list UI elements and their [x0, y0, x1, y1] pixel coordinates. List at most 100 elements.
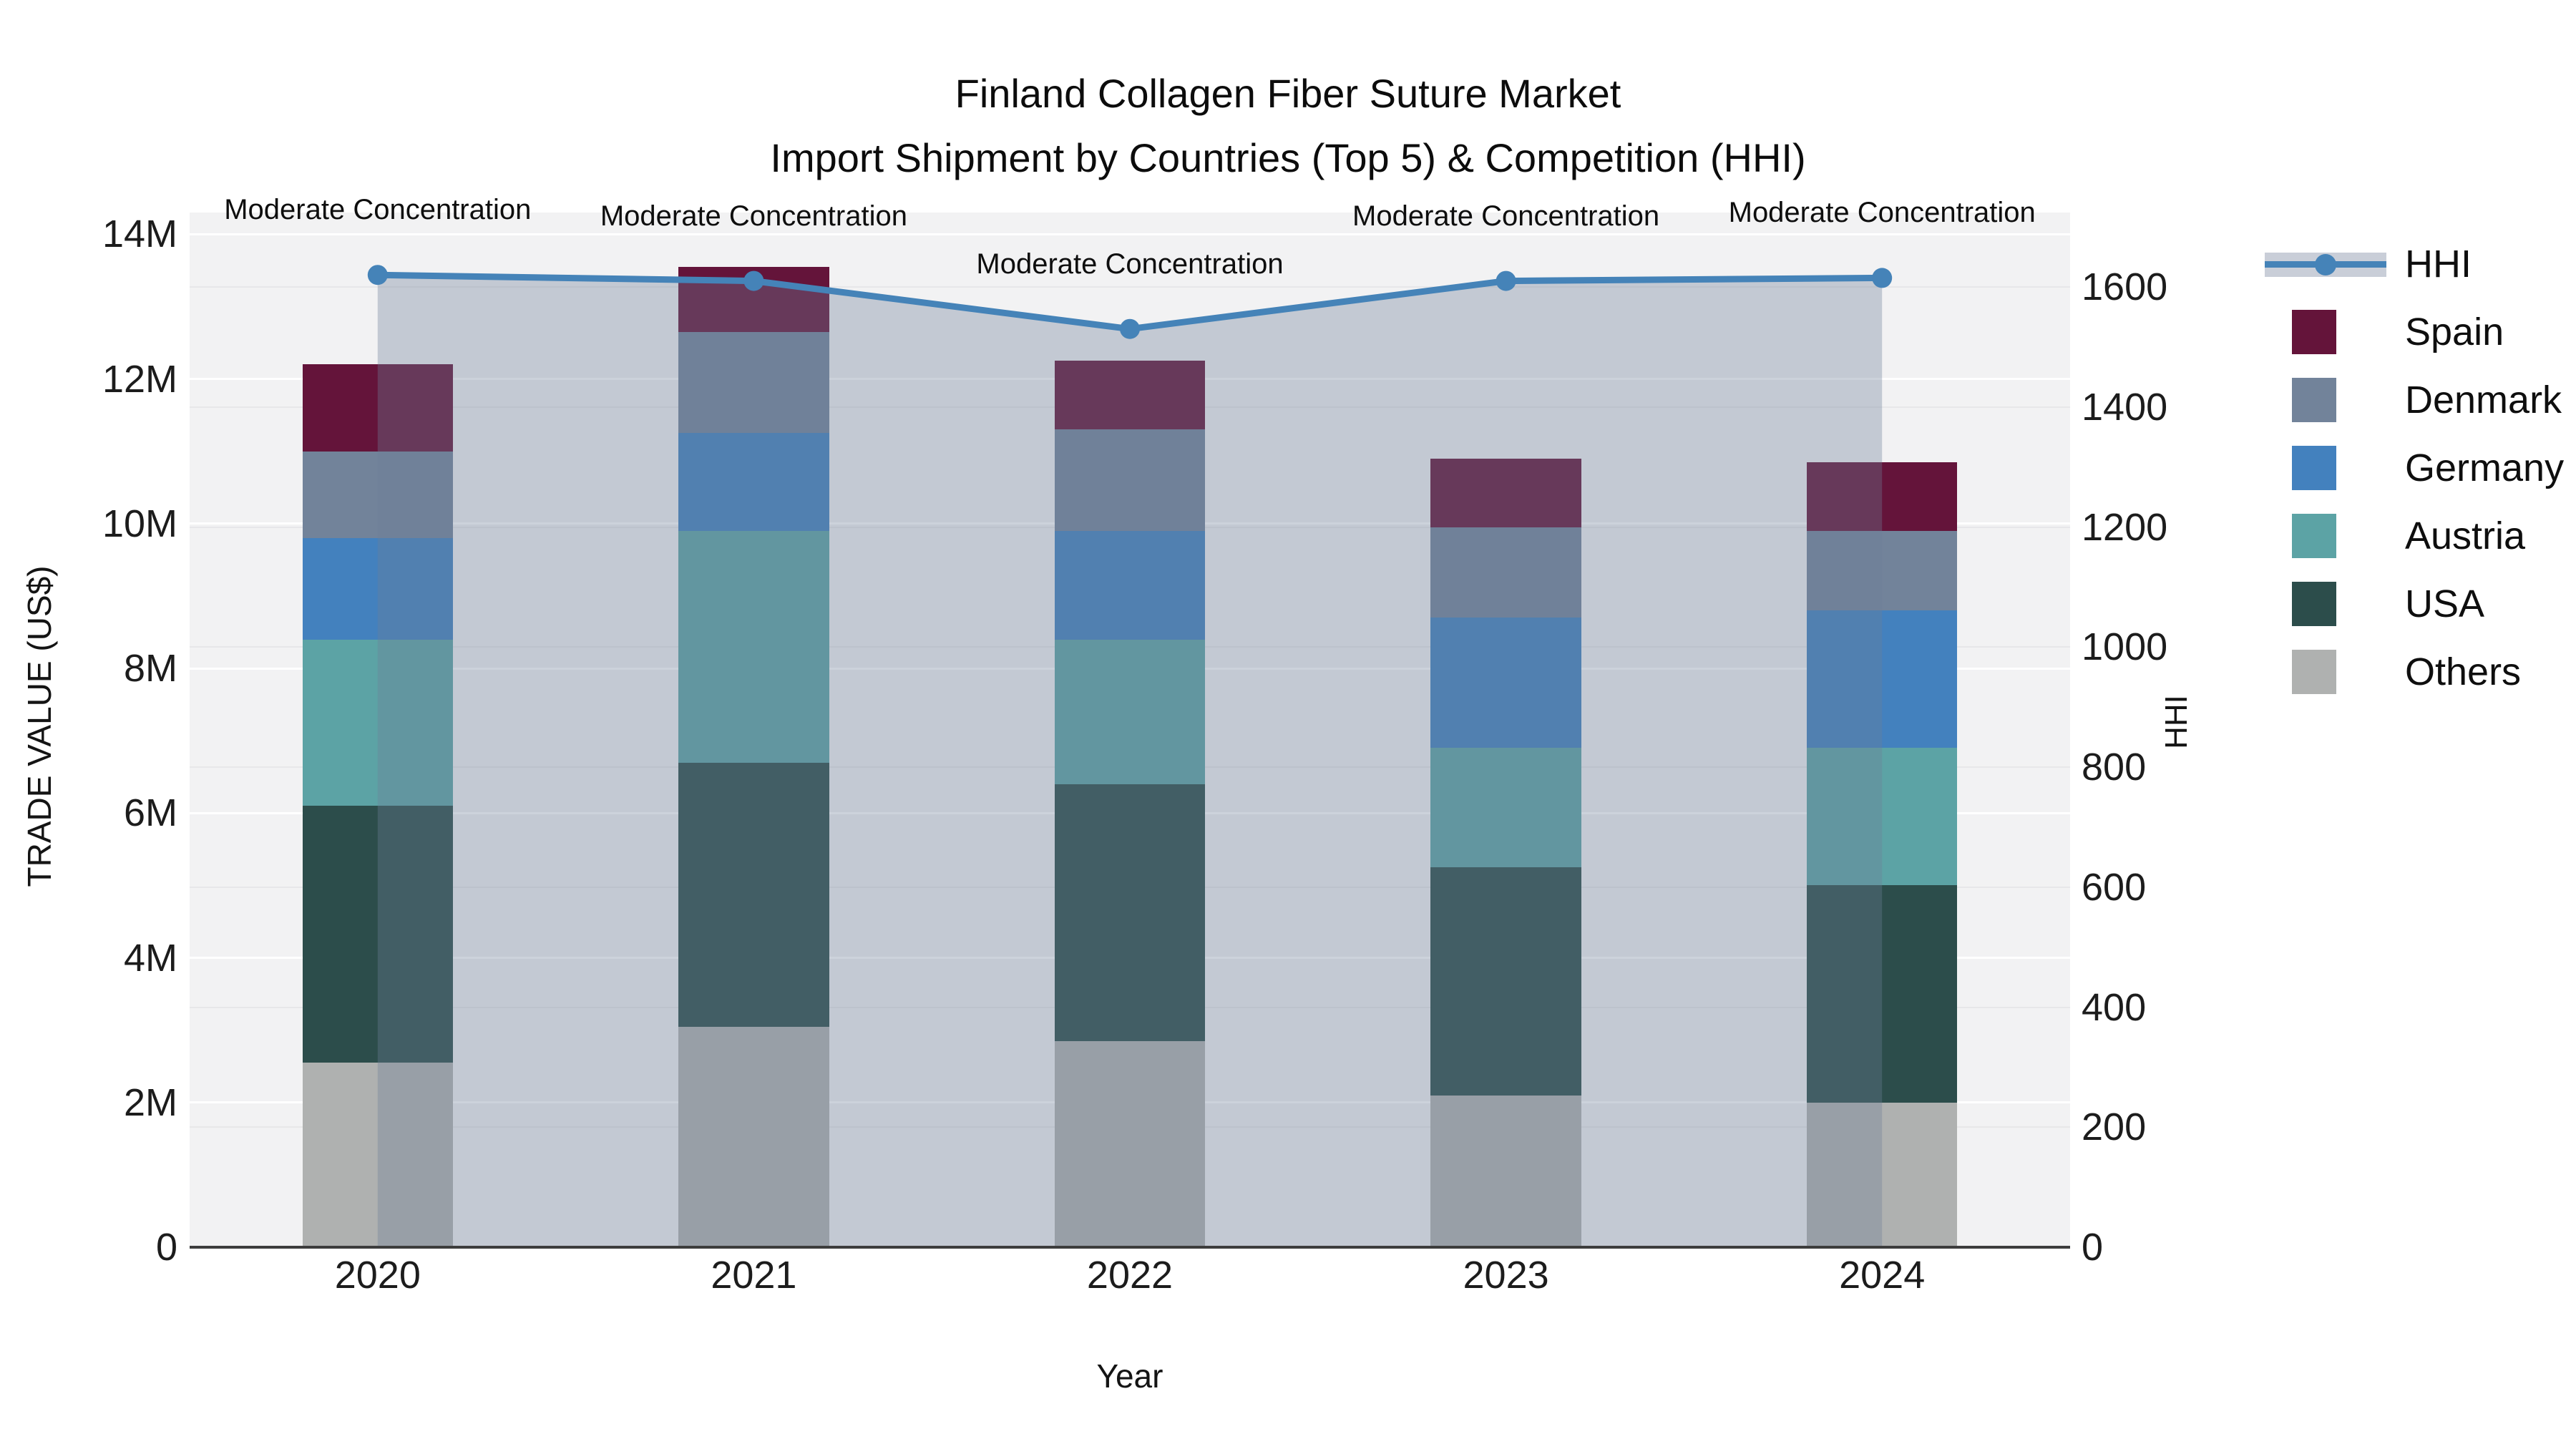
y-right-tick-200: 200 — [2082, 1106, 2147, 1149]
gridline-hhi-1600 — [190, 286, 2070, 288]
legend-item-germany[interactable]: Germany — [2265, 446, 2564, 490]
bar-segment-denmark-2024[interactable] — [1807, 530, 1958, 611]
bar-segment-austria-2024[interactable] — [1807, 748, 1958, 886]
y-right-tick-1400: 1400 — [2082, 385, 2168, 429]
legend-item-hhi[interactable]: HHI — [2265, 242, 2564, 286]
bar-segment-germany-2022[interactable] — [1054, 530, 1206, 640]
y-right-tick-800: 800 — [2082, 746, 2147, 789]
y-left-tick-2M: 2M — [123, 1080, 177, 1124]
legend-label-usa: USA — [2405, 582, 2485, 625]
bar-segment-austria-2023[interactable] — [1430, 748, 1581, 868]
bar-segment-denmark-2022[interactable] — [1054, 429, 1206, 531]
legend-item-usa[interactable]: USA — [2265, 582, 2564, 626]
y-right-tick-1600: 1600 — [2082, 265, 2168, 308]
bar-segment-others-2020[interactable] — [302, 1063, 453, 1247]
legend-item-denmark[interactable]: Denmark — [2265, 378, 2564, 422]
y-left-tick-10M: 10M — [102, 502, 177, 545]
y-right-tick-400: 400 — [2082, 985, 2147, 1029]
legend-swatch-usa — [2265, 582, 2386, 626]
hhi-series[interactable] — [190, 213, 2070, 1247]
legend-item-others[interactable]: Others — [2265, 650, 2564, 694]
bar-segment-denmark-2021[interactable] — [678, 331, 829, 434]
hhi-marker-2021[interactable] — [743, 270, 764, 291]
x-tick-2020: 2020 — [334, 1254, 421, 1297]
legend-swatch-others — [2265, 650, 2386, 694]
y-left-tick-12M: 12M — [102, 357, 177, 401]
hhi-line-icon — [2265, 242, 2386, 286]
y-left-tick-4M: 4M — [123, 936, 177, 980]
legend-label-germany: Germany — [2405, 447, 2565, 489]
legend-label-denmark: Denmark — [2405, 379, 2562, 421]
y-left-tick-0: 0 — [155, 1226, 177, 1269]
gridline-trade-14M — [190, 233, 2070, 235]
bar-segment-austria-2022[interactable] — [1054, 639, 1206, 784]
legend-label-hhi: HHI — [2405, 243, 2472, 286]
legend: HHI Spain Denmark Germany Austria USA Others — [2265, 242, 2564, 694]
legend-label-others: Others — [2405, 650, 2522, 693]
annotation-2021: Moderate Concentration — [600, 200, 907, 232]
color-swatch-denmark — [2292, 378, 2336, 422]
annotation-2023: Moderate Concentration — [1352, 200, 1660, 232]
hhi-marker-2024[interactable] — [1872, 268, 1893, 288]
chart-title-line2: Import Shipment by Countries (Top 5) & C… — [770, 135, 1806, 180]
hhi-marker-2020[interactable] — [367, 265, 388, 286]
bar-segment-usa-2022[interactable] — [1054, 784, 1206, 1041]
chart-title-line1: Finland Collagen Fiber Suture Market — [955, 71, 1621, 116]
x-tick-2022: 2022 — [1086, 1254, 1174, 1297]
bar-segment-spain-2022[interactable] — [1054, 361, 1206, 430]
y-left-tick-8M: 8M — [123, 647, 177, 691]
bar-segment-usa-2023[interactable] — [1430, 867, 1581, 1096]
y-left-tick-14M: 14M — [102, 213, 177, 256]
y-left-tick-6M: 6M — [123, 791, 177, 835]
color-swatch-spain — [2292, 310, 2336, 354]
hhi-marker-2022[interactable] — [1120, 318, 1140, 339]
bar-segment-germany-2021[interactable] — [678, 433, 829, 531]
bar-segment-germany-2020[interactable] — [302, 538, 453, 640]
annotation-2020: Moderate Concentration — [224, 194, 532, 226]
legend-swatch-denmark — [2265, 378, 2386, 422]
y-right-tick-1000: 1000 — [2082, 625, 2168, 669]
legend-item-spain[interactable]: Spain — [2265, 310, 2564, 354]
legend-swatch-spain — [2265, 310, 2386, 354]
bar-segment-others-2023[interactable] — [1430, 1095, 1581, 1247]
legend-swatch-austria — [2265, 514, 2386, 558]
bar-segment-usa-2020[interactable] — [302, 806, 453, 1063]
color-swatch-germany — [2292, 446, 2336, 490]
x-axis-title: Year — [1096, 1357, 1163, 1395]
y-right-tick-0: 0 — [2082, 1226, 2104, 1269]
legend-label-austria: Austria — [2405, 514, 2526, 557]
bar-segment-spain-2020[interactable] — [302, 364, 453, 452]
x-tick-2021: 2021 — [711, 1254, 797, 1297]
legend-item-austria[interactable]: Austria — [2265, 514, 2564, 558]
x-axis-line — [190, 1246, 2070, 1249]
bar-segment-usa-2024[interactable] — [1807, 885, 1958, 1103]
y-right-tick-600: 600 — [2082, 865, 2147, 909]
hhi-marker-2023[interactable] — [1496, 270, 1516, 291]
bar-segment-others-2024[interactable] — [1807, 1102, 1958, 1247]
bar-segment-germany-2024[interactable] — [1807, 610, 1958, 748]
bar-segment-austria-2020[interactable] — [302, 639, 453, 806]
color-swatch-others — [2292, 650, 2336, 694]
bar-segment-others-2022[interactable] — [1054, 1040, 1206, 1247]
bar-segment-germany-2023[interactable] — [1430, 618, 1581, 748]
bar-segment-others-2021[interactable] — [678, 1026, 829, 1247]
color-swatch-austria — [2292, 514, 2336, 558]
bar-segment-usa-2021[interactable] — [678, 762, 829, 1027]
x-tick-2024: 2024 — [1839, 1254, 1926, 1297]
bar-segment-spain-2023[interactable] — [1430, 458, 1581, 527]
annotation-2022: Moderate Concentration — [976, 248, 1284, 280]
hhi-marker-icon — [2315, 254, 2336, 275]
y-right-tick-1200: 1200 — [2082, 505, 2168, 549]
bar-segment-spain-2024[interactable] — [1807, 462, 1958, 531]
hhi-area-fill — [377, 275, 1883, 1247]
color-swatch-usa — [2292, 582, 2336, 626]
bar-segment-austria-2021[interactable] — [678, 530, 829, 763]
chart-title: Finland Collagen Fiber Suture Market Imp… — [0, 62, 2576, 190]
x-tick-2023: 2023 — [1463, 1254, 1549, 1297]
bar-segment-denmark-2023[interactable] — [1430, 527, 1581, 618]
bar-segment-denmark-2020[interactable] — [302, 451, 453, 539]
plot-area: Moderate Concentration Moderate Concentra… — [190, 194, 2070, 1247]
annotation-2024: Moderate Concentration — [1728, 197, 2036, 229]
legend-swatch-germany — [2265, 446, 2386, 490]
legend-label-spain: Spain — [2405, 311, 2504, 353]
